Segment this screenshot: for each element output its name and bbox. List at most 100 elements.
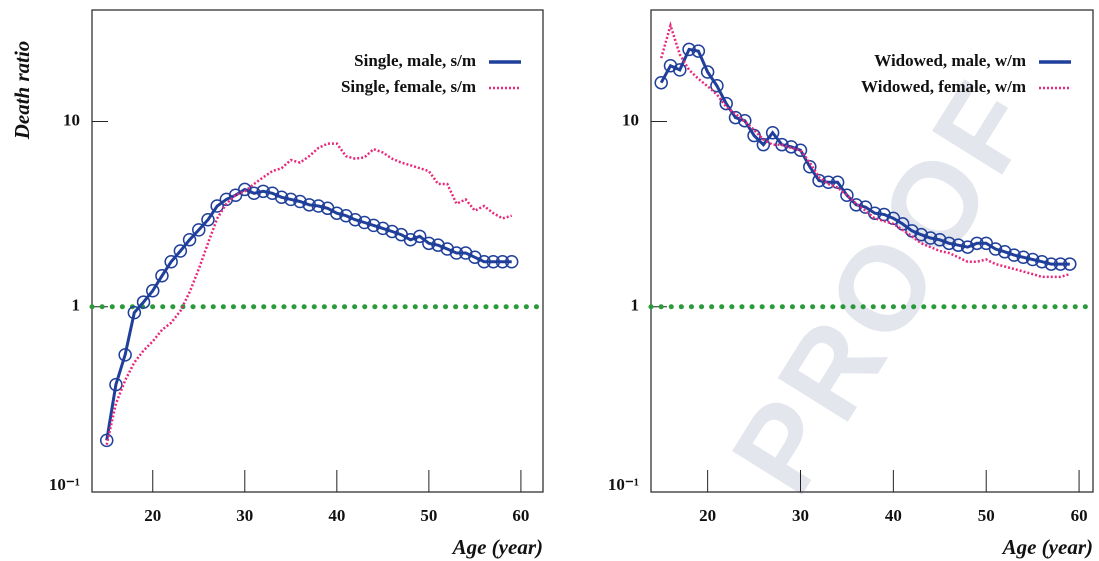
data-point [1016, 250, 1031, 265]
data-point [256, 184, 270, 199]
data-point [998, 245, 1012, 259]
data-point [951, 238, 966, 252]
data-point [988, 242, 1003, 256]
data-point [738, 113, 752, 128]
data-point [311, 199, 326, 213]
data-point [431, 238, 445, 252]
legend-label: Widowed, female, w/m [861, 77, 1026, 96]
y-axis-label: Death ratio [10, 41, 34, 141]
y-tick-label: 10⁻¹ [608, 475, 639, 494]
data-point [710, 79, 724, 93]
data-point [339, 208, 353, 223]
legend-label: Single, female, s/m [341, 77, 476, 96]
x-tick-label: 30 [236, 506, 253, 525]
data-point [486, 254, 501, 269]
data-point [970, 236, 984, 251]
data-point [385, 224, 399, 239]
data-point [201, 212, 215, 227]
data-point [868, 206, 882, 220]
data-point [145, 284, 160, 298]
y-tick-label: 10 [63, 110, 80, 129]
x-tick-label: 20 [699, 506, 716, 525]
x-tick-label: 40 [328, 506, 345, 525]
legend-label: Single, male, s/m [354, 51, 476, 70]
data-point [1063, 257, 1077, 271]
x-tick-label: 60 [512, 506, 529, 525]
data-point [366, 218, 381, 233]
data-point [265, 186, 280, 201]
data-point [960, 240, 975, 254]
data-point [849, 198, 863, 212]
data-point [155, 269, 169, 283]
data-point [210, 199, 224, 213]
data-point [302, 198, 316, 212]
data-point [691, 44, 706, 58]
chart: 10⁻¹ 1 10 20 30 40 50 60 Age (year) Death ratio Si… [10, 9, 546, 559]
data-point [118, 348, 132, 362]
data-point [238, 182, 252, 197]
x-tick-label: 40 [885, 506, 902, 525]
data-point [357, 215, 372, 230]
x-tick-label: 60 [1071, 506, 1088, 525]
data-point [449, 246, 464, 260]
data-point [942, 236, 956, 251]
data-point [923, 231, 938, 245]
data-point [933, 233, 947, 247]
data-point [127, 305, 142, 320]
series-line [105, 187, 512, 441]
data-point [793, 143, 808, 157]
x-axis-label: Age (year) [1001, 535, 1093, 559]
data-point [376, 221, 390, 236]
data-point [756, 137, 771, 152]
data-point [682, 42, 696, 57]
data-point [840, 188, 854, 202]
data-point [673, 63, 687, 77]
data-point [284, 192, 298, 207]
data-point [504, 254, 519, 269]
data-point [247, 186, 261, 201]
x-tick-label: 50 [978, 506, 995, 525]
data-point [654, 75, 668, 90]
y-tick-label: 1 [72, 296, 81, 315]
data-point [812, 173, 826, 188]
data-point [1007, 248, 1021, 262]
series-line [105, 142, 513, 445]
data-point [164, 254, 178, 269]
data-point [700, 65, 715, 79]
plot-frame [650, 9, 1094, 493]
data-point [775, 137, 789, 152]
x-tick-label: 20 [144, 506, 161, 525]
data-point [274, 190, 289, 205]
data-point [765, 125, 780, 140]
data-point [858, 200, 873, 214]
y-tick-label: 10 [622, 110, 639, 129]
data-point [182, 233, 197, 247]
data-point [330, 206, 344, 220]
data-point [747, 128, 761, 143]
x-tick-label: 50 [420, 506, 437, 525]
data-point [412, 229, 427, 244]
data-point [719, 96, 733, 111]
data-point [109, 377, 123, 392]
data-point [477, 254, 491, 269]
data-point [173, 244, 188, 258]
data-point [821, 175, 836, 190]
watermark: PROOF [706, 57, 1062, 515]
y-tick-label: 1 [631, 296, 640, 315]
data-point [877, 207, 891, 222]
data-point [192, 223, 206, 237]
data-point [440, 242, 455, 256]
series-line [659, 21, 1071, 279]
legend-label: Widowed, male, w/m [874, 51, 1026, 70]
data-point [1044, 257, 1058, 271]
data-point [830, 175, 845, 190]
data-point [136, 295, 151, 309]
data-point [1035, 254, 1049, 269]
x-tick-label: 30 [792, 506, 809, 525]
data-point [403, 233, 418, 247]
data-point [348, 212, 362, 227]
data-point [293, 194, 307, 209]
plot-frame [91, 9, 544, 493]
